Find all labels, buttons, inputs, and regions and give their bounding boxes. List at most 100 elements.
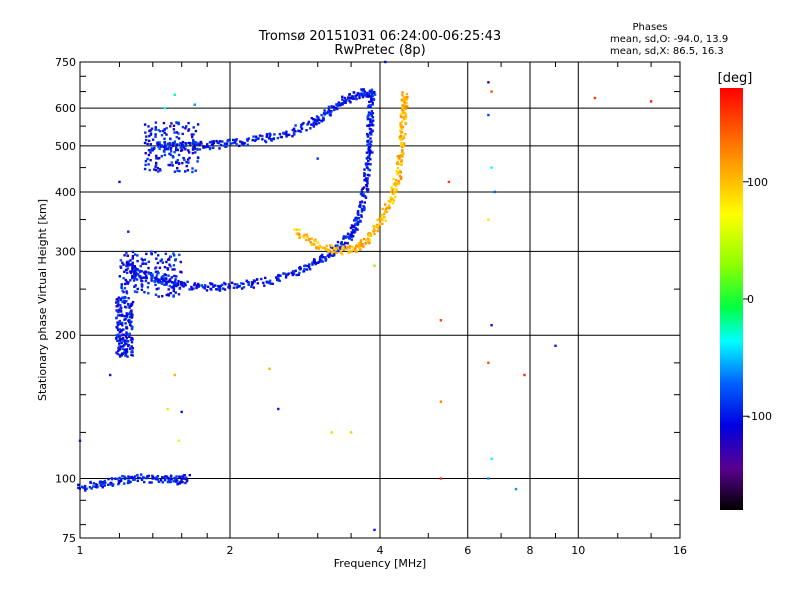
trace-point — [344, 241, 347, 245]
cluster-point — [119, 339, 122, 342]
cluster-point — [117, 346, 120, 350]
echo-point — [177, 439, 181, 442]
colorbar-label: [deg] — [718, 71, 753, 86]
trace-point — [405, 96, 408, 99]
trace-point — [368, 146, 371, 149]
trace-point — [396, 160, 399, 164]
trace-point — [151, 477, 154, 480]
cluster-point — [118, 307, 121, 310]
cluster-point — [121, 300, 124, 304]
cluster-point — [127, 262, 130, 266]
trace-point — [142, 276, 146, 279]
cluster-point — [146, 157, 149, 161]
cluster-point — [119, 265, 122, 268]
cluster-point — [187, 129, 190, 132]
trace-point — [404, 117, 408, 120]
cluster-point — [172, 264, 176, 267]
trace-point — [398, 182, 401, 185]
trace-point — [176, 148, 179, 152]
cluster-point — [181, 161, 184, 165]
trace-point — [359, 239, 363, 242]
y-tick-label: 500 — [55, 140, 76, 153]
trace-point — [98, 480, 102, 484]
trace-point — [405, 101, 408, 105]
trace-point — [322, 112, 326, 115]
cluster-point — [155, 287, 158, 291]
trace-point — [400, 159, 404, 162]
cluster-point — [163, 273, 166, 276]
trace-point — [401, 137, 404, 140]
trace-point — [351, 95, 355, 98]
trace-point — [129, 270, 132, 273]
cluster-point — [161, 129, 165, 133]
cluster-point — [148, 139, 151, 142]
trace-point — [362, 205, 365, 208]
trace-point — [368, 231, 371, 235]
trace-point — [179, 141, 182, 145]
cluster-point — [167, 163, 170, 167]
trace-point — [329, 252, 332, 255]
trace-point — [309, 241, 312, 244]
trace-point — [364, 241, 368, 245]
trace-point — [156, 475, 160, 478]
trace-point — [369, 234, 373, 237]
trace-point — [107, 483, 110, 486]
trace-point — [381, 216, 384, 219]
trace-point — [327, 250, 330, 253]
cluster-point — [172, 252, 175, 255]
trace-point — [388, 207, 391, 210]
trace-point — [90, 487, 93, 490]
cluster-point — [159, 169, 162, 172]
trace-point — [242, 282, 245, 285]
echo-point — [180, 410, 183, 414]
trace-point — [391, 202, 395, 205]
cluster-point — [119, 355, 122, 358]
trace-point — [268, 279, 272, 282]
cluster-point — [125, 312, 128, 315]
cluster-point — [140, 257, 143, 260]
trace-point — [89, 480, 92, 484]
cluster-point — [193, 144, 196, 147]
trace-point — [210, 288, 213, 291]
cluster-point — [115, 316, 118, 319]
cluster-point — [123, 282, 127, 286]
cluster-point — [187, 161, 190, 164]
cluster-point — [143, 291, 146, 294]
trace-point — [221, 140, 224, 143]
cluster-point — [125, 290, 128, 293]
x-axis-label: Frequency [MHz] — [334, 557, 426, 570]
trace-point — [362, 92, 366, 95]
cluster-point — [191, 170, 194, 174]
cluster-point — [125, 350, 129, 353]
trace-point — [174, 279, 177, 283]
trace-point — [287, 272, 290, 275]
echo-point — [487, 477, 490, 480]
cluster-point — [134, 277, 137, 280]
cluster-point — [119, 334, 122, 337]
cluster-point — [121, 321, 124, 325]
trace-point — [133, 476, 136, 479]
trace-point — [187, 141, 190, 145]
cluster-point — [121, 314, 124, 318]
trace-point — [268, 132, 271, 135]
cluster-point — [125, 331, 128, 334]
cluster-point — [130, 320, 133, 323]
trace-point — [341, 98, 344, 101]
cluster-point — [125, 315, 129, 319]
stats-line-x: mean, sd,X: 86.5, 16.3 — [610, 46, 724, 57]
trace-point — [205, 289, 209, 292]
cluster-point — [121, 347, 124, 351]
trace-point — [405, 92, 409, 96]
y-axis-label: Stationary phase Virtual Height [km] — [36, 199, 49, 401]
trace-point — [348, 246, 351, 250]
trace-point — [178, 287, 181, 290]
trace-point — [364, 162, 368, 166]
trace-point — [395, 162, 399, 165]
cluster-point — [129, 271, 133, 274]
cluster-point — [149, 132, 153, 135]
cluster-point — [128, 323, 132, 327]
trace-point — [395, 184, 398, 187]
trace-point — [218, 285, 221, 289]
cluster-point — [150, 253, 153, 256]
cluster-point — [121, 337, 124, 341]
